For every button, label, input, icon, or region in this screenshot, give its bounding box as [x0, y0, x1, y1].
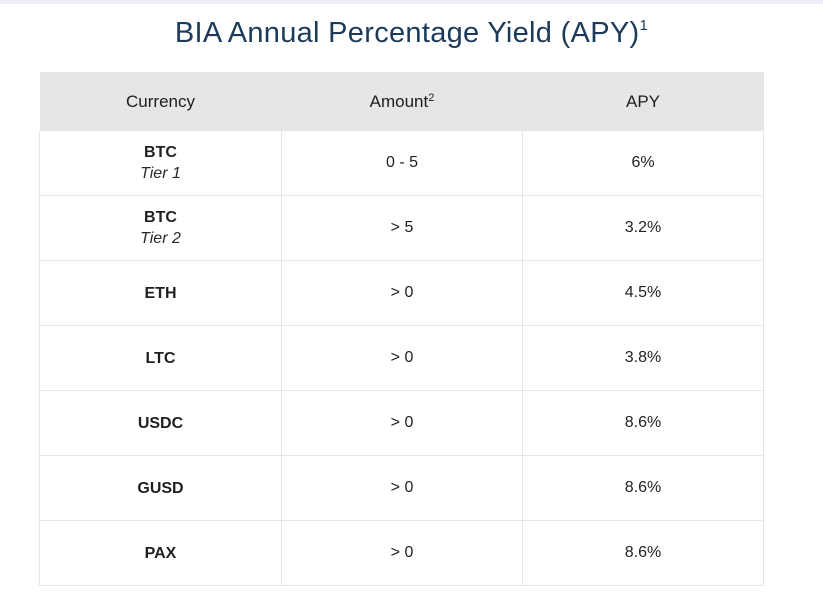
cell-apy: 8.6%	[522, 455, 764, 521]
cell-apy: 8.6%	[522, 390, 764, 456]
header-amount-footnote-marker: 2	[428, 91, 435, 104]
cell-amount: 0 - 5	[281, 131, 523, 196]
currency-name: GUSD	[137, 479, 184, 497]
cell-apy: 3.8%	[522, 325, 764, 391]
table-body: BTC Tier 1 0 - 5 6% BTC Tier 2 > 5 3.2% …	[39, 131, 764, 586]
cell-apy: 4.5%	[522, 260, 764, 326]
currency-name: ETH	[144, 284, 177, 302]
table-row: BTC Tier 2 > 5 3.2%	[39, 195, 764, 261]
table-row: LTC > 0 3.8%	[39, 325, 764, 391]
cell-amount: > 0	[281, 520, 523, 586]
table-header: Currency Amount2 APY	[39, 72, 764, 131]
cell-currency: LTC	[39, 325, 282, 391]
currency-name: PAX	[144, 544, 177, 562]
header-amount: Amount2	[281, 72, 523, 131]
cell-apy: 3.2%	[522, 195, 764, 261]
table-row: ETH > 0 4.5%	[39, 260, 764, 326]
header-apy: APY	[522, 72, 764, 131]
cell-apy: 8.6%	[522, 520, 764, 586]
apy-table: Currency Amount2 APY BTC Tier 1 0 - 5 6%…	[39, 72, 764, 586]
title-footnote-marker: 1	[639, 17, 649, 34]
table-row: USDC > 0 8.6%	[39, 390, 764, 456]
currency-name: USDC	[137, 414, 184, 432]
table-row: PAX > 0 8.6%	[39, 520, 764, 586]
top-strip	[0, 0, 823, 4]
cell-amount: > 0	[281, 390, 523, 456]
cell-amount: > 0	[281, 260, 523, 326]
cell-currency: PAX	[39, 520, 282, 586]
cell-apy: 6%	[522, 131, 764, 196]
header-currency: Currency	[39, 72, 282, 131]
currency-name: LTC	[145, 349, 176, 367]
currency-tier: Tier 1	[140, 165, 181, 182]
cell-currency: ETH	[39, 260, 282, 326]
currency-name: BTC	[144, 144, 177, 161]
currency-tier: Tier 2	[140, 230, 181, 247]
cell-amount: > 0	[281, 325, 523, 391]
page-title: BIA Annual Percentage Yield (APY)1	[0, 17, 823, 50]
cell-currency: GUSD	[39, 455, 282, 521]
cell-currency: BTC Tier 1	[39, 131, 282, 196]
table-row: BTC Tier 1 0 - 5 6%	[39, 131, 764, 196]
currency-name: BTC	[144, 209, 177, 226]
cell-amount: > 5	[281, 195, 523, 261]
cell-currency: BTC Tier 2	[39, 195, 282, 261]
cell-amount: > 0	[281, 455, 523, 521]
header-amount-label: Amount	[369, 91, 429, 111]
table-header-row: Currency Amount2 APY	[39, 72, 764, 131]
table-row: GUSD > 0 8.6%	[39, 455, 764, 521]
page-title-text: BIA Annual Percentage Yield (APY)	[174, 17, 640, 49]
cell-currency: USDC	[39, 390, 282, 456]
